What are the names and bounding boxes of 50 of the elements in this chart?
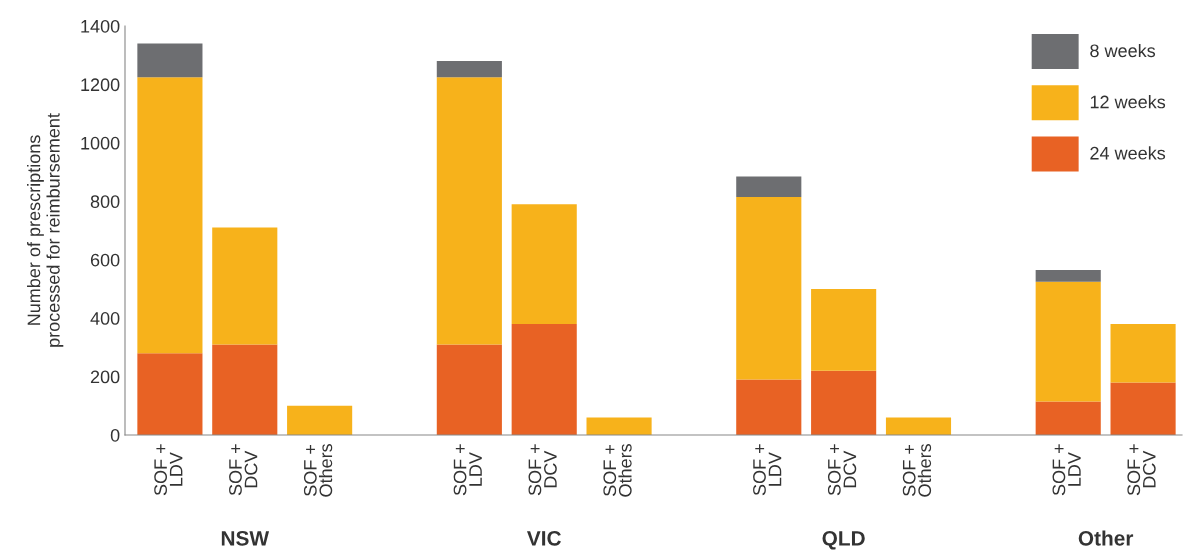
bar [1110,382,1176,435]
text: QLD [822,530,865,550]
legend-label: 24 weeks [1090,146,1166,160]
x-tick-label: SOF + DCV [229,444,258,496]
bar [1035,269,1101,282]
bar [736,196,802,380]
bar [1035,281,1101,402]
x-tick-label: SOF + DCV [827,444,857,496]
bar [736,176,802,197]
legend-label: 12 weeks [1090,95,1166,109]
text: VIC [526,530,561,546]
bar [436,77,502,345]
y-tick-label: 1000 [81,136,120,150]
y-tick-label: 0 [110,428,120,442]
x-tick-label: SOF + Others [902,443,932,497]
bar [1035,401,1101,435]
bar [212,227,278,345]
bar [811,370,877,435]
x-tick-label: SOF + Others [303,443,333,497]
bar [436,61,502,78]
y-axis-title: Number of prescriptions processed for reimbursement [27,113,64,347]
x-tick-label: SOF + DCV [1127,444,1156,496]
y-tick-label: 400 [90,312,120,325]
y-tick-label: 1200 [81,78,120,92]
x-tick-label: SOF + Others [603,443,632,497]
x-tick-label: SOF + LDV [154,444,183,496]
bar [511,204,577,324]
bar [1110,323,1176,383]
bar [436,344,502,435]
bar [137,43,203,78]
x-tick-label: SOF + LDV [1052,444,1081,496]
x-tick-label: SOF + LDV [753,444,782,496]
bar [287,405,353,435]
text: Other [1078,530,1134,546]
text: NSW [221,530,270,546]
y-tick-label: 1400 [81,19,120,33]
bar [811,288,877,371]
y-tick-label: 200 [90,370,120,384]
bar [212,344,278,435]
x-tick-label: SOF + LDV [453,444,482,496]
legend-label: 8 weeks [1090,43,1156,58]
y-tick-label: 800 [90,195,120,209]
x-tick-label: SOF + DCV [528,444,557,496]
bar [137,77,203,354]
bar [511,323,577,435]
y-tick-label: 600 [90,253,120,267]
bar [736,379,802,435]
bar [885,417,952,435]
bar [586,417,652,435]
bar [137,353,203,435]
